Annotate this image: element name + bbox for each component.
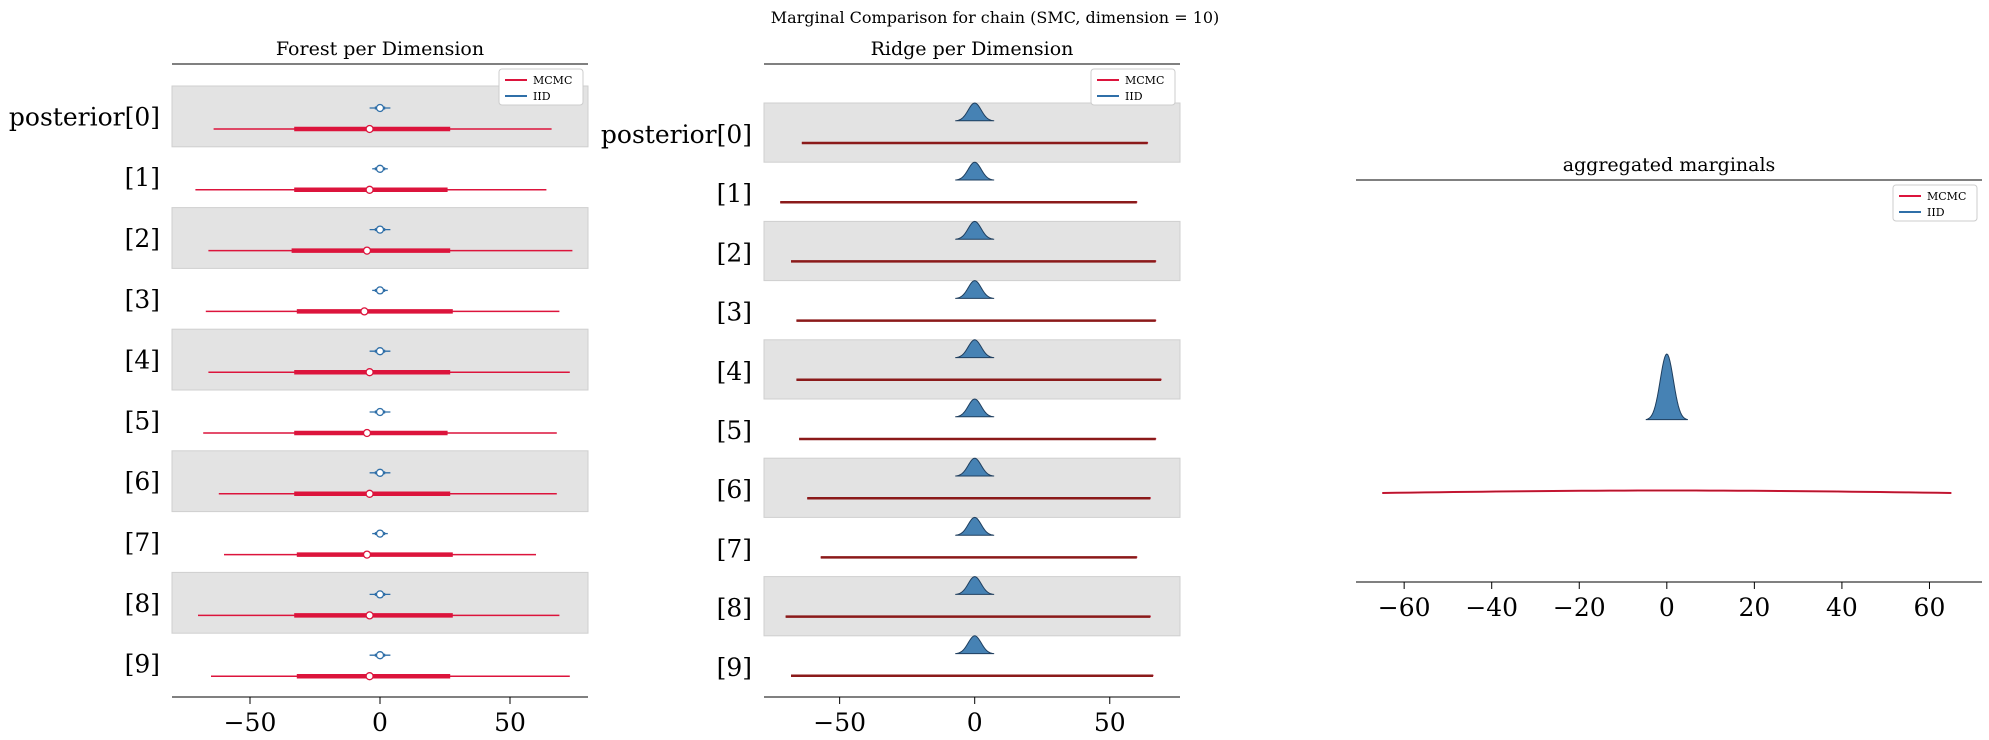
x-tick-label: 0 bbox=[372, 708, 388, 737]
mcmc-median-point bbox=[365, 124, 374, 134]
figure-suptitle: Marginal Comparison for chain (SMC, dime… bbox=[771, 8, 1220, 27]
forest-panel: posterior[0] [1] [2] [3] [4] [5] [6] [7] [8] [9] F… bbox=[9, 38, 589, 737]
legend-label-mcmc: MCMC bbox=[533, 74, 572, 87]
mcmc-aggregated-edge bbox=[1382, 489, 1952, 494]
y-tick-label: [7] bbox=[717, 534, 752, 563]
iid-median-point bbox=[375, 651, 385, 660]
y-tick-label: [5] bbox=[125, 406, 160, 435]
row-band bbox=[171, 450, 589, 513]
legend-label-iid: IID bbox=[533, 90, 551, 103]
mcmc-median-point bbox=[362, 550, 372, 559]
iid-ridge-density bbox=[955, 102, 995, 122]
mcmc-median-point bbox=[365, 368, 374, 377]
iid-median-point bbox=[375, 468, 385, 477]
iid-ridge-density bbox=[955, 398, 995, 418]
iid-ridge-density bbox=[955, 280, 995, 299]
y-tick-label: [8] bbox=[717, 594, 752, 623]
iid-median-point bbox=[375, 407, 385, 417]
iid-median-point bbox=[375, 103, 385, 113]
iid-ridge-density bbox=[955, 516, 995, 536]
row-band bbox=[763, 220, 1181, 282]
y-tick-label: [3] bbox=[717, 298, 752, 327]
iid-median-point bbox=[375, 347, 385, 356]
x-tick-label: 50 bbox=[1094, 708, 1126, 737]
y-tick-label: [6] bbox=[125, 467, 160, 496]
iid-median-point bbox=[375, 164, 385, 173]
iid-median-point bbox=[375, 225, 385, 234]
x-tick-label: 60 bbox=[1914, 593, 1946, 622]
x-tick-label: 40 bbox=[1826, 593, 1858, 622]
legend-label-mcmc: MCMC bbox=[1927, 190, 1966, 203]
x-tick-label: 20 bbox=[1738, 593, 1770, 622]
mcmc-median-point bbox=[365, 672, 374, 681]
mcmc-median-point bbox=[360, 307, 369, 316]
x-tick-label: −50 bbox=[813, 708, 866, 737]
row-band bbox=[171, 207, 589, 269]
iid-ridge-density bbox=[955, 339, 995, 359]
y-tick-label: [1] bbox=[717, 179, 752, 208]
iid-ridge-density bbox=[955, 220, 995, 240]
x-tick-label: −60 bbox=[1378, 593, 1431, 622]
y-tick-label: [4] bbox=[717, 357, 752, 386]
mcmc-median-point bbox=[362, 246, 372, 255]
iid-median-point bbox=[375, 590, 385, 599]
ridge-panel: posterior[0] [1] [2] [3] [4] [5] [6] [7] [8] [9] R… bbox=[601, 38, 1181, 737]
x-tick-label: −40 bbox=[1465, 593, 1518, 622]
y-tick-label: [3] bbox=[125, 285, 160, 314]
y-tick-label: [7] bbox=[125, 528, 160, 557]
legend-label-iid: IID bbox=[1125, 90, 1143, 103]
y-tick-label: [4] bbox=[125, 346, 160, 375]
y-tick-label: posterior[0] bbox=[9, 102, 160, 131]
y-tick-label: [2] bbox=[125, 224, 160, 253]
x-tick-label: 0 bbox=[1659, 593, 1675, 622]
mcmc-median-point bbox=[365, 185, 374, 194]
aggregated-panel: aggregated marginals −60 −40 −20 0 20 40 60 MCMC… bbox=[1356, 154, 1982, 622]
mcmc-median-point bbox=[362, 428, 372, 438]
iid-ridge-density bbox=[955, 161, 995, 181]
y-tick-label: [8] bbox=[125, 589, 160, 618]
panel-title: Ridge per Dimension bbox=[871, 38, 1074, 60]
y-tick-label: [9] bbox=[125, 650, 160, 679]
x-tick-label: −50 bbox=[224, 708, 277, 737]
y-tick-label: [6] bbox=[717, 475, 752, 504]
panel-title: Forest per Dimension bbox=[276, 38, 484, 60]
y-tick-label: [5] bbox=[717, 416, 752, 445]
panel-title: aggregated marginals bbox=[1563, 154, 1776, 176]
iid-median-point bbox=[375, 286, 385, 295]
row-band bbox=[171, 328, 589, 391]
x-tick-label: 50 bbox=[494, 708, 526, 737]
iid-ridge-density bbox=[955, 635, 995, 655]
legend-label-iid: IID bbox=[1927, 206, 1945, 219]
y-tick-label: posterior[0] bbox=[601, 120, 752, 149]
y-tick-label: [2] bbox=[717, 238, 752, 267]
x-tick-label: 0 bbox=[967, 708, 983, 737]
x-tick-label: −20 bbox=[1553, 593, 1606, 622]
iid-ridge-density bbox=[955, 457, 995, 477]
legend-label-mcmc: MCMC bbox=[1125, 74, 1164, 87]
row-band bbox=[171, 571, 589, 634]
y-tick-label: [9] bbox=[717, 653, 752, 682]
y-tick-label: [1] bbox=[125, 163, 160, 192]
mcmc-median-point bbox=[365, 489, 374, 498]
iid-ridge-density bbox=[955, 576, 995, 595]
mcmc-median-point bbox=[365, 611, 374, 620]
iid-median-point bbox=[375, 529, 385, 538]
iid-aggregated-density bbox=[1645, 353, 1688, 421]
